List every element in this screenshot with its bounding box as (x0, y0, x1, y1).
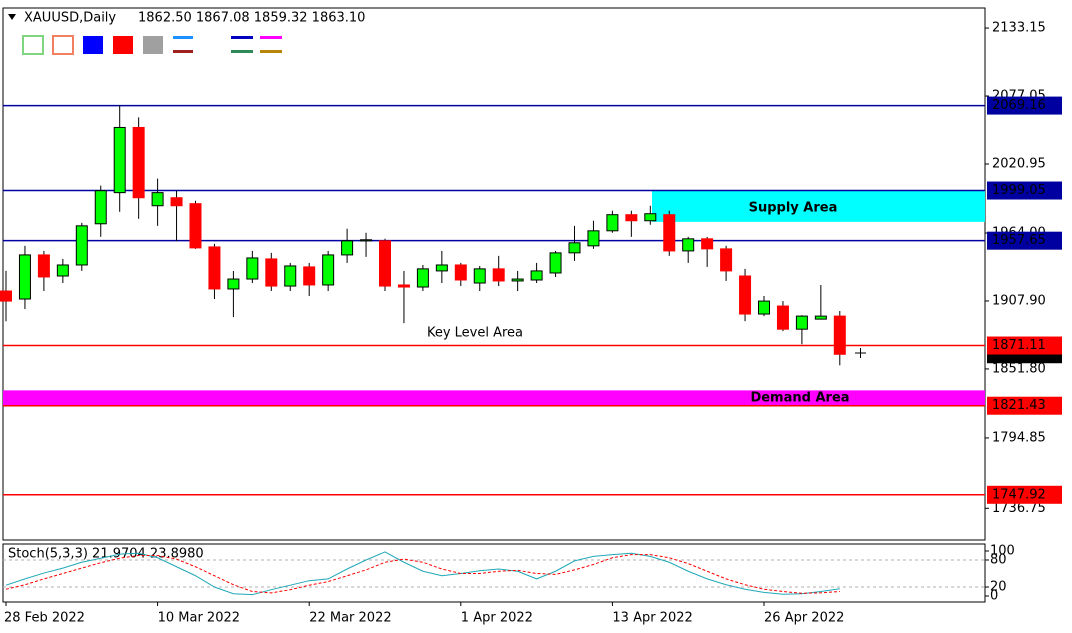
candle-body (568, 242, 581, 254)
candle-body (833, 315, 846, 355)
candle-body (625, 214, 638, 222)
icon[interactable] (173, 36, 193, 39)
candle-body (720, 248, 733, 272)
x-tick-label: 26 Apr 2022 (764, 611, 844, 626)
candle-body (795, 315, 808, 330)
candle-body (37, 254, 50, 278)
icon[interactable] (260, 50, 282, 53)
candle-body (151, 192, 164, 207)
level-label-box (987, 181, 1062, 200)
ohlc-quote: 1862.50 1867.08 1859.32 1863.10 (138, 11, 365, 26)
x-tick-label: 1 Apr 2022 (461, 611, 533, 626)
x-tick-label: 10 Mar 2022 (158, 611, 240, 626)
level-label: 1999.05 (992, 183, 1046, 198)
menu-triangle[interactable] (8, 14, 16, 20)
candle-body (265, 258, 278, 287)
y-tick-label: 2133.15 (992, 21, 1046, 36)
icon[interactable] (83, 36, 103, 54)
y-tick-label: 80 (990, 553, 1007, 568)
x-tick-label: 28 Feb 2022 (4, 611, 85, 626)
candle-body (94, 190, 107, 225)
candle-body (511, 278, 524, 282)
y-tick-label: 0 (990, 589, 998, 604)
candle-body (360, 239, 373, 242)
candle-body (549, 252, 562, 274)
y-tick-label: 100 (990, 544, 1015, 559)
candle-body (246, 257, 259, 280)
candle-body (379, 240, 391, 287)
icon[interactable] (231, 50, 253, 53)
candle-body (473, 268, 486, 284)
annotation: Key Level Area (427, 326, 523, 341)
candle-body (75, 225, 88, 266)
candle-body (644, 213, 657, 222)
icon[interactable] (143, 36, 163, 54)
icon[interactable] (22, 35, 44, 55)
stoch-line (5, 551, 840, 596)
x-tick-label: 13 Apr 2022 (612, 611, 692, 626)
level-label: 1957.65 (992, 233, 1046, 248)
candle-body (113, 126, 126, 194)
level-label-box (987, 396, 1062, 415)
candle-body (227, 278, 240, 290)
candle-body (170, 197, 183, 207)
level-label: 1747.92 (992, 487, 1046, 502)
candle-body (492, 268, 505, 282)
candle-body (341, 240, 354, 256)
candle-body (132, 126, 145, 199)
candle-body (322, 254, 335, 286)
candle-body (18, 254, 31, 300)
candle-body (663, 214, 676, 252)
level-label-box (987, 96, 1062, 115)
x-tick-label: 22 Mar 2022 (309, 611, 391, 626)
level-label: 1871.11 (992, 338, 1046, 353)
candle-body (682, 238, 695, 252)
candle-body (435, 264, 448, 272)
candle-body (530, 270, 543, 281)
zone-label: Supply Area (749, 201, 838, 216)
candle-body (0, 290, 12, 302)
symbol-title: XAUUSD,Daily (24, 11, 116, 26)
candle-body (606, 214, 619, 232)
candle-body (454, 264, 467, 281)
candle-body (814, 315, 827, 320)
icon[interactable] (52, 35, 74, 55)
candle-body (303, 266, 316, 286)
stoch-title: Stoch(5,3,3) 21.9704 23.8980 (8, 547, 204, 562)
toolbar-icons (22, 35, 282, 55)
y-tick-label: 1851.80 (992, 361, 1046, 376)
y-tick-label: 20 (990, 580, 1007, 595)
level-label-box (987, 485, 1062, 504)
y-tick-label: 2020.95 (992, 156, 1046, 171)
level-label: 1821.43 (992, 398, 1046, 413)
icon[interactable] (260, 36, 282, 39)
candle-body (189, 203, 202, 249)
icon[interactable] (173, 50, 193, 53)
candle-body (776, 305, 789, 330)
candle-body (397, 284, 410, 288)
level-label-box (987, 231, 1062, 250)
y-tick-label: 1736.75 (992, 501, 1046, 516)
candle-body (284, 265, 297, 287)
candle-body (208, 246, 221, 290)
icon[interactable] (231, 36, 253, 39)
candle-body (758, 300, 770, 315)
candle-body (701, 238, 714, 250)
level-label-box (987, 336, 1062, 355)
crosshair (855, 348, 866, 358)
candle-body (416, 268, 429, 288)
candle-body (587, 230, 600, 247)
level-label: 2069.16 (992, 98, 1046, 113)
zone-label: Demand Area (750, 391, 849, 406)
zone (652, 190, 985, 222)
y-tick-label: 1907.90 (992, 293, 1046, 308)
zone (3, 390, 985, 406)
candle-body (739, 275, 752, 315)
y-tick-label: 1794.85 (992, 430, 1046, 445)
icon[interactable] (113, 36, 133, 54)
candle-body (56, 264, 69, 277)
